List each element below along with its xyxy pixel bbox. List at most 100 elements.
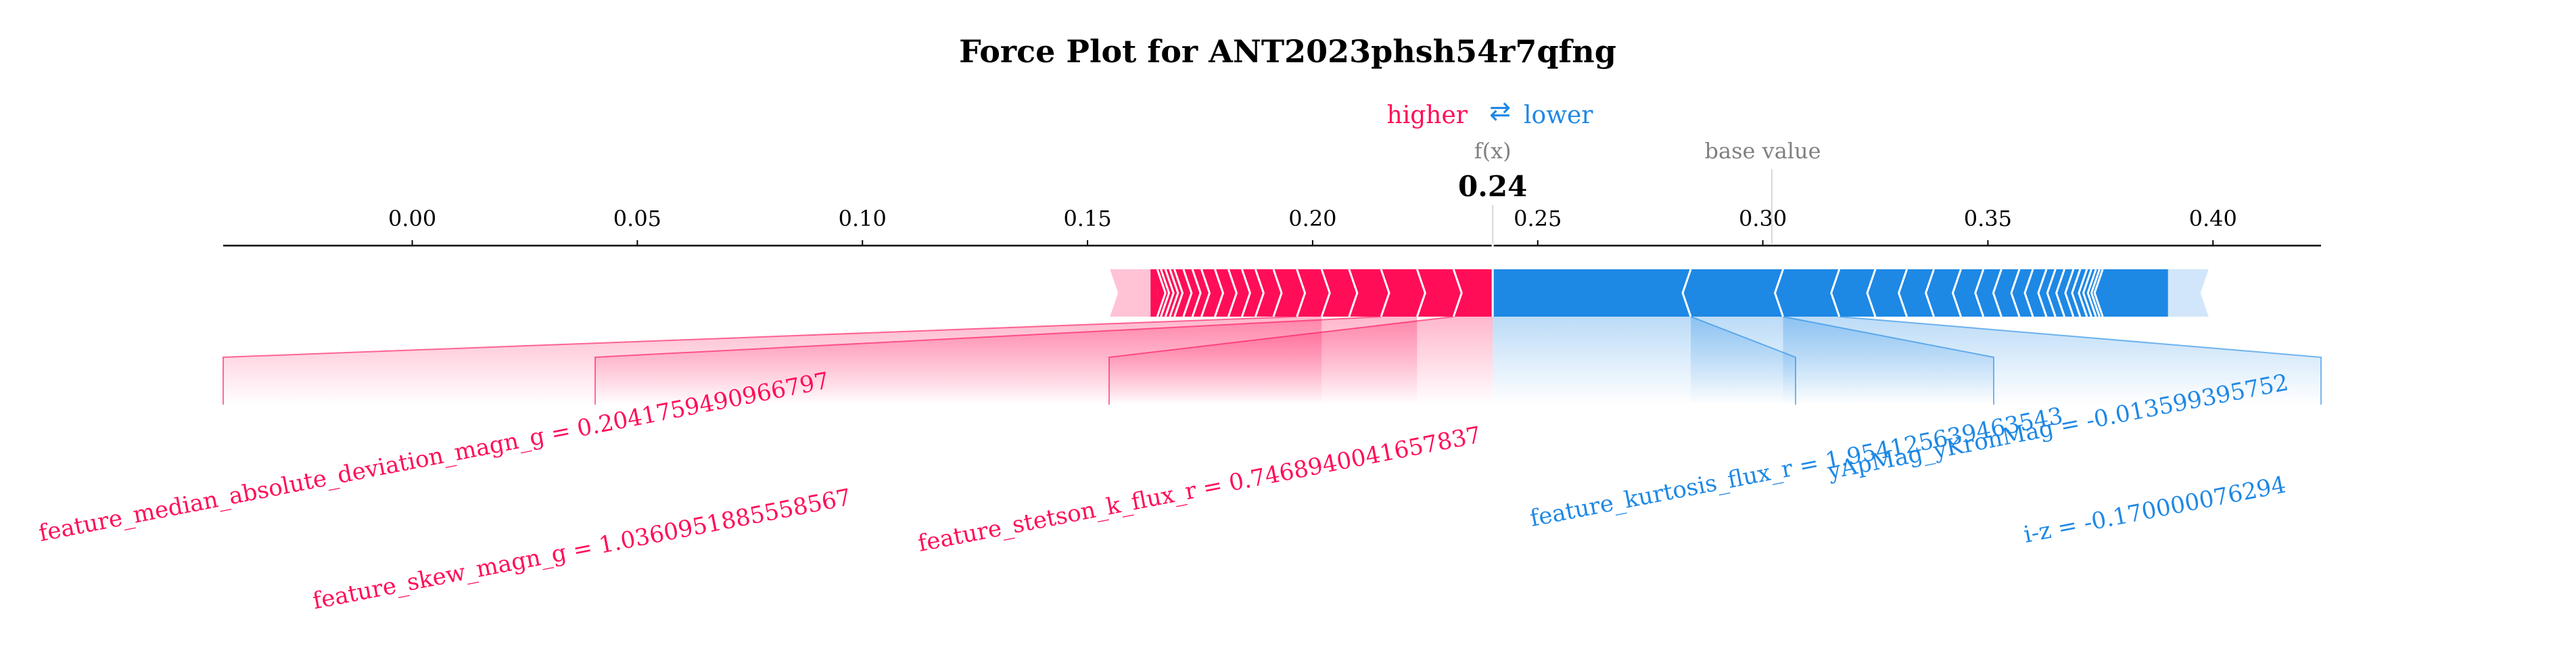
positive-feature-bar	[1296, 269, 1322, 317]
fx-label: f(x)	[1474, 138, 1512, 164]
positive-feature-bar	[1273, 269, 1297, 317]
positive-feature-bar	[1192, 269, 1202, 317]
negative-feature-bar	[1783, 269, 1840, 317]
positive-feature-bar	[1183, 269, 1193, 317]
negative-separator	[1951, 269, 1962, 317]
force-bar	[1110, 169, 2209, 317]
negative-feature-bar	[1934, 269, 1961, 317]
positive-feature-bar	[1169, 269, 1175, 317]
positive-separator	[1452, 269, 1463, 317]
negative-separator	[2086, 269, 2097, 317]
negative-feature-bar	[2046, 269, 2056, 317]
negative-separator	[1974, 269, 1985, 317]
feature-label-positive: feature_skew_magn_g = 1.0360951885558567	[310, 484, 853, 615]
fx-value: 0.24	[1458, 170, 1527, 203]
positive-separator	[1164, 269, 1175, 317]
negative-separator	[2046, 269, 2057, 317]
negative-feature-bar	[2099, 269, 2103, 317]
negative-feature-bar	[2055, 269, 2065, 317]
connector-line	[223, 316, 1297, 405]
x-tick-label: 0.15	[1063, 206, 1111, 231]
negative-feature-bar	[1493, 269, 1691, 317]
chart-title: Force Plot for ANT2023phsh54r7qfng	[959, 33, 1616, 70]
negative-separator	[1681, 269, 1692, 317]
x-tick-label: 0.10	[839, 206, 887, 231]
positive-separator	[1191, 269, 1202, 317]
connector-line	[1108, 316, 1454, 405]
negative-separator	[1866, 269, 1877, 317]
positive-separator	[1240, 269, 1251, 317]
positive-separator	[1272, 269, 1283, 317]
negative-separator	[2090, 269, 2101, 317]
negative-separator	[2037, 269, 2048, 317]
feature-label-positive: feature_stetson_k_flux_r = 0.74689400416…	[916, 422, 1483, 558]
x-tick-label: 0.20	[1288, 206, 1336, 231]
positive-separator	[1169, 269, 1179, 317]
negative-tail	[2159, 269, 2209, 317]
negative-separator	[2064, 269, 2075, 317]
positive-separator	[1320, 269, 1331, 317]
x-tick-label: 0.00	[388, 206, 436, 231]
negative-separator	[2055, 269, 2065, 317]
positive-feature-bar	[1349, 269, 1382, 317]
negative-feature-bar	[2064, 269, 2074, 317]
legend: higher ⇄ lower	[1387, 96, 1594, 129]
legend-arrow-icon: ⇄	[1489, 96, 1511, 126]
negative-separator	[2010, 269, 2021, 317]
positive-feature-bar	[1165, 269, 1170, 317]
positive-separator	[1200, 269, 1211, 317]
legend-lower: lower	[1524, 101, 1593, 129]
feature-label-negative: feature_kurtosis_flux_r = 1.954125639463…	[1528, 403, 2065, 532]
connector-line	[1839, 316, 2322, 405]
negative-separator	[1898, 269, 1908, 317]
legend-higher: higher	[1387, 101, 1468, 129]
positive-separator	[1160, 269, 1171, 317]
positive-tail	[1110, 269, 1160, 317]
connector-fill	[1109, 317, 1493, 405]
positive-separator	[1415, 269, 1426, 317]
positive-separator	[1227, 269, 1238, 317]
positive-feature-bar	[1157, 269, 1161, 317]
negative-feature-bar	[2073, 269, 2080, 317]
positive-feature-bar	[1161, 269, 1166, 317]
x-tick-label: 0.25	[1514, 206, 1562, 231]
x-tick-label: 0.05	[613, 206, 661, 231]
negative-separator	[1924, 269, 1935, 317]
negative-feature-bar	[2096, 269, 2100, 317]
positive-feature-bar	[1381, 269, 1418, 317]
negative-separator	[2093, 269, 2104, 317]
positive-feature-bar	[1453, 269, 1493, 317]
negative-feature-bar	[1906, 269, 1934, 317]
positive-separator	[1156, 269, 1167, 317]
positive-feature-bar	[1417, 269, 1454, 317]
positive-separator	[1173, 269, 1184, 317]
negative-separator	[1992, 269, 2003, 317]
negative-separator	[2071, 269, 2082, 317]
x-axis-ticks: 0.00 0.05 0.10 0.15 0.20 0.25 0.30 0.35 0.40	[388, 206, 2237, 246]
x-tick-label: 0.30	[1739, 206, 1787, 231]
positive-separator	[1214, 269, 1225, 317]
connector-line	[594, 316, 1382, 405]
positive-feature-bar	[1150, 269, 1158, 317]
positive-separator	[1348, 269, 1359, 317]
feature-label-negative: i-z = -0.170000076294	[2021, 471, 2288, 548]
positive-separator	[1380, 269, 1390, 317]
positive-separator	[1296, 269, 1307, 317]
negative-separator	[2078, 269, 2088, 317]
negative-feature-bar	[1839, 269, 1875, 317]
negative-feature-bar	[2103, 269, 2168, 317]
negative-feature-bar	[1875, 269, 1907, 317]
negative-feature-bar	[2086, 269, 2092, 317]
negative-separator	[2082, 269, 2092, 317]
x-tick-label: 0.40	[2189, 206, 2237, 231]
negative-separator	[1773, 269, 1784, 317]
positive-separator	[1182, 269, 1193, 317]
positive-feature-bar	[1321, 269, 1349, 317]
negative-separator	[1830, 269, 1841, 317]
connector-fill	[1783, 317, 2321, 405]
negative-separator	[2023, 269, 2034, 317]
negative-feature-bar	[1691, 269, 1783, 317]
feature-connectors	[223, 316, 2322, 405]
